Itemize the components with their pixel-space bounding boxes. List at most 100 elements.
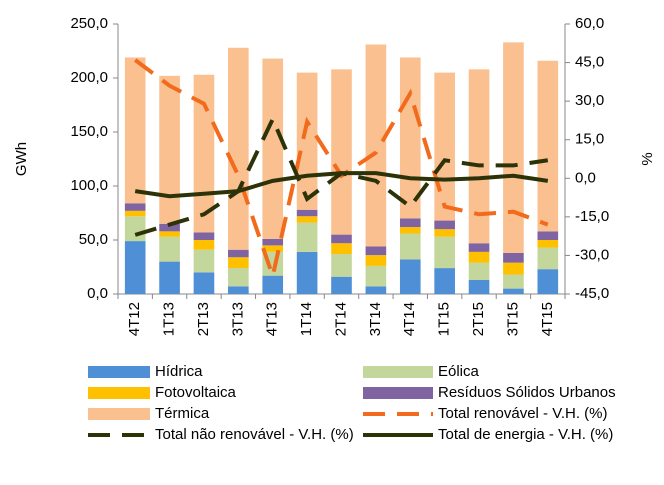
bar [399, 227, 421, 234]
bar [434, 236, 455, 269]
line-series [134, 171, 549, 199]
x-tick-label: 2T13 [195, 302, 212, 336]
x-tick-label: 1T14 [298, 302, 315, 336]
bar [468, 243, 490, 252]
y2-tick-label: 60,0 [575, 15, 604, 32]
bar [468, 251, 490, 263]
legend-label: Total não renovável - V.H. (%) [155, 426, 354, 443]
legend-label: Hídrica [155, 363, 203, 380]
y-tick-label: 0,0 [87, 285, 108, 302]
bar [159, 75, 180, 224]
line-series [133, 58, 549, 284]
bar [537, 231, 559, 240]
bar [365, 265, 387, 287]
y2-tick-label: 30,0 [575, 92, 604, 109]
bar [228, 249, 249, 258]
legend-swatch [88, 408, 150, 420]
bar [262, 238, 284, 246]
bar [503, 42, 524, 253]
x-tick-label: 3T15 [504, 302, 521, 336]
bar [503, 288, 524, 294]
bar [537, 247, 559, 270]
legend-label: Total de energia - V.H. (%) [438, 426, 613, 443]
bar [296, 251, 318, 294]
y-axis-title: GWh [13, 142, 30, 176]
bar [124, 57, 146, 204]
bar [434, 220, 455, 230]
bar [365, 255, 387, 266]
x-tick-label: 3T13 [229, 302, 246, 336]
y-tick-label: 200,0 [70, 69, 108, 86]
bar [468, 279, 490, 294]
bar [503, 262, 524, 275]
bar [193, 240, 215, 250]
bar [434, 229, 455, 237]
x-tick-label: 4T12 [126, 302, 143, 336]
bar [159, 236, 180, 262]
bar [228, 268, 249, 287]
bar [537, 269, 559, 294]
bar [296, 222, 318, 252]
bar [159, 223, 180, 232]
x-tick-label: 1T13 [161, 302, 178, 336]
bar [262, 245, 284, 252]
y2-tick-label: 15,0 [575, 131, 604, 148]
y-tick-label: 50,0 [79, 231, 108, 248]
bar [468, 69, 490, 244]
y2-tick-label: -30,0 [575, 246, 609, 263]
y2-tick-label: 0,0 [575, 169, 596, 186]
y-tick-label: 150,0 [70, 123, 108, 140]
bar [365, 44, 387, 247]
legend-label: Fotovoltaica [155, 384, 237, 401]
bar [193, 249, 215, 273]
x-tick-label: 4T15 [539, 302, 556, 336]
bar [193, 272, 215, 294]
x-tick-label: 2T14 [332, 302, 349, 336]
bar [331, 254, 352, 277]
bar [296, 216, 318, 223]
bar [193, 232, 215, 240]
y-tick-label: 250,0 [70, 15, 108, 32]
y2-tick-label: 45,0 [575, 54, 604, 71]
x-tick-label: 4T14 [401, 302, 418, 336]
bar [399, 259, 421, 294]
bar [365, 246, 387, 256]
bar [331, 276, 352, 294]
legend-swatch [363, 366, 433, 378]
legend-label: Eólica [438, 363, 480, 380]
bar [228, 47, 249, 250]
bar [537, 60, 559, 232]
bar [537, 240, 559, 248]
bar [365, 286, 387, 294]
y2-tick-label: -15,0 [575, 208, 609, 225]
bar [331, 243, 352, 255]
bar [159, 231, 180, 237]
bar [331, 69, 352, 235]
legend-label: Total renovável - V.H. (%) [438, 405, 608, 422]
bar [124, 216, 146, 242]
x-tick-label: 2T15 [470, 302, 487, 336]
bar [434, 268, 455, 294]
bar [503, 274, 524, 289]
y-tick-label: 100,0 [70, 177, 108, 194]
y2-tick-label: -45,0 [575, 285, 609, 302]
legend-swatch [88, 387, 150, 399]
legend-swatch [363, 387, 433, 399]
bar [228, 257, 249, 269]
bar [296, 209, 318, 217]
bar [399, 233, 421, 260]
legend-label: Resíduos Sólidos Urbanos [438, 384, 616, 401]
bar [262, 275, 284, 294]
bar [159, 261, 180, 294]
bar [124, 203, 146, 211]
x-tick-label: 4T13 [264, 302, 281, 336]
bar [468, 262, 490, 280]
legend-swatch [88, 366, 150, 378]
bar [124, 241, 146, 294]
bar [262, 58, 284, 239]
y2-axis-title: % [639, 152, 656, 165]
x-tick-label: 3T14 [367, 302, 384, 336]
bar [228, 286, 249, 294]
x-tick-label: 1T15 [436, 302, 453, 336]
